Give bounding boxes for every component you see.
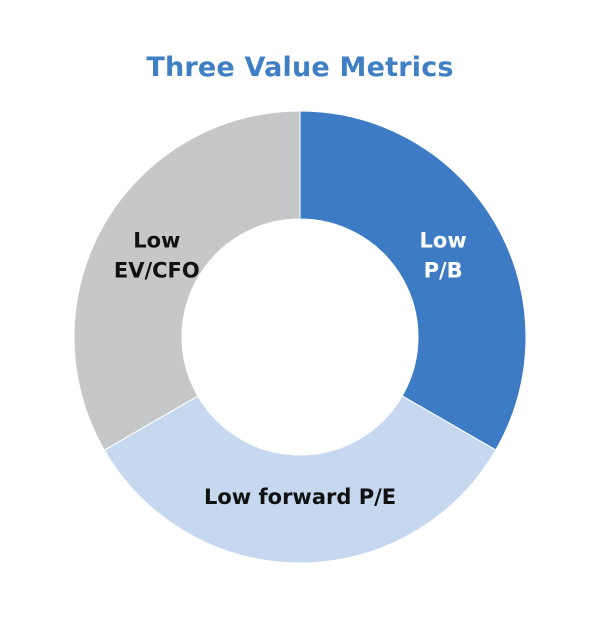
slice-label-line: Low — [133, 229, 180, 253]
slice-label-2: Low forward P/E — [204, 485, 396, 509]
slice-label-line: Low — [420, 228, 467, 252]
slice-label-line: EV/CFO — [114, 259, 200, 283]
slice-label-3: Low EV/CFO — [114, 229, 200, 283]
slice-label-line: Low forward P/E — [204, 485, 396, 509]
donut-slice-3 — [73, 110, 301, 451]
donut-slices — [73, 110, 527, 564]
donut-labels: Low P/B Low forward P/E Low EV/CFO — [114, 228, 467, 509]
donut-slice-2 — [103, 395, 497, 564]
donut-slice-1 — [299, 110, 527, 451]
slice-label-1: Low P/B — [420, 228, 467, 282]
chart-title: Three Value Metrics — [146, 52, 454, 83]
slice-label-line: P/B — [424, 258, 463, 282]
